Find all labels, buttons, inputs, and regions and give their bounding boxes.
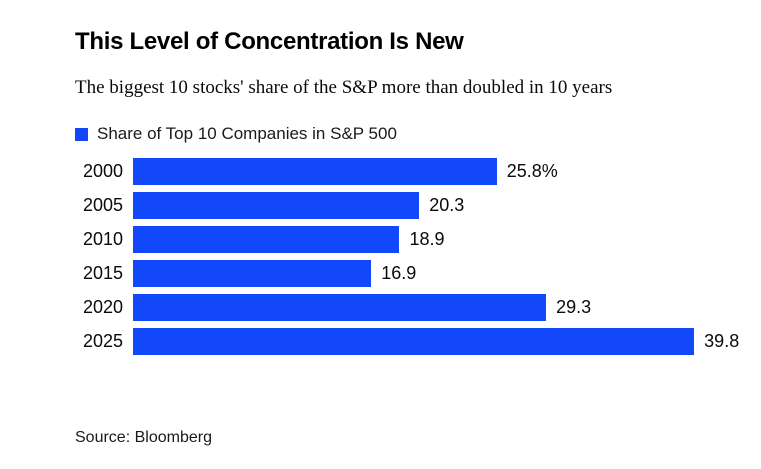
value-label: 16.9 [381,263,417,283]
legend-swatch-icon [75,127,88,141]
bar-track: 29.3 [133,294,741,321]
category-label: 2025 [82,331,123,351]
value-label: 20.3 [429,195,465,215]
category-label: 2015 [82,263,123,283]
bar-2015 [133,260,372,287]
bar-track: 25.8% [133,158,741,185]
chart-legend: Share of Top 10 Companies in S&P 500 [75,124,741,144]
bar-2025 [133,328,695,355]
bar-row-2025: 2025 39.8 [75,328,741,355]
bar-2000 [133,158,497,185]
value-label: 25.8% [506,161,558,181]
page-title: This Level of Concentration Is New [75,28,464,55]
bar-row-2005: 2005 20.3 [75,192,741,219]
bar-chart: 2000 25.8% 2005 20.3 2010 18.9 2015 [75,158,741,355]
category-label: 2000 [82,161,123,181]
value-label: 39.8 [704,331,740,351]
category-label: 2005 [82,195,123,215]
bar-track: 20.3 [133,192,741,219]
bar-row-2010: 2010 18.9 [75,226,741,253]
bar-row-2015: 2015 16.9 [75,260,741,287]
bar-track: 18.9 [133,226,741,253]
bar-row-2020: 2020 29.3 [75,294,741,321]
bar-track: 39.8 [133,328,741,355]
bar-2020 [133,294,547,321]
category-label: 2020 [82,297,123,317]
value-label: 29.3 [556,297,592,317]
legend-label: Share of Top 10 Companies in S&P 500 [97,124,397,143]
bar-2005 [133,192,420,219]
bar-row-2000: 2000 25.8% [75,158,741,185]
value-label: 18.9 [409,229,445,249]
bar-track: 16.9 [133,260,741,287]
category-label: 2010 [82,229,123,249]
bar-2010 [133,226,400,253]
chart-subtitle: The biggest 10 stocks' share of the S&P … [75,77,613,98]
source-attribution: Source: Bloomberg [75,429,212,446]
